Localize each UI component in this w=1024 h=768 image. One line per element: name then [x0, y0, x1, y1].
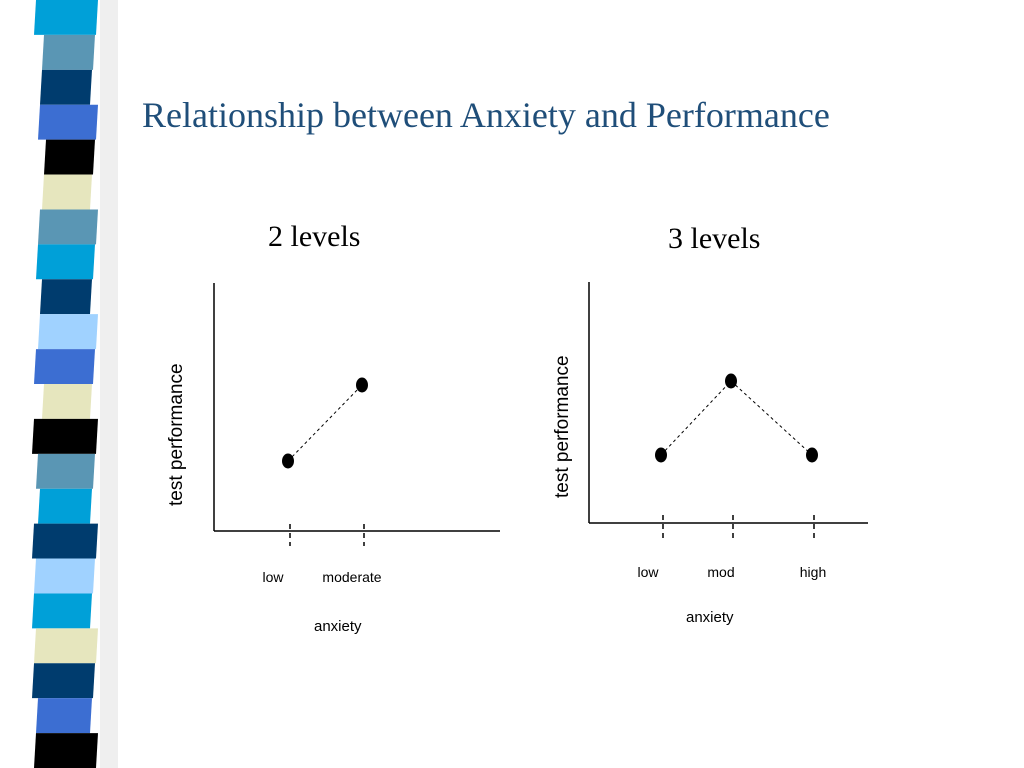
- stripe-segment: [32, 523, 98, 559]
- stripe-segment: [40, 69, 92, 105]
- stripe-segment: [32, 418, 98, 454]
- data-point: [725, 373, 737, 389]
- series-segment: [660, 380, 732, 456]
- x-axis-label: anxiety: [686, 609, 734, 626]
- decorative-stripe-bar: [32, 0, 118, 768]
- x-tick-label: high: [799, 564, 827, 580]
- stripe-segment: [42, 34, 95, 70]
- stripe-shadow: [100, 0, 118, 768]
- chart-title: 2 levels: [268, 220, 361, 253]
- x-tick-label: moderate: [322, 569, 382, 585]
- x-axis-label: anxiety: [314, 618, 362, 635]
- stripe-segment: [38, 209, 98, 245]
- stripe-segment: [38, 488, 92, 524]
- stripe-segment: [38, 314, 98, 350]
- data-point: [356, 377, 368, 393]
- stripe-segment: [36, 453, 95, 489]
- data-point: [806, 447, 818, 463]
- stripe-segment: [42, 174, 92, 210]
- stripe-segment: [32, 663, 95, 699]
- stripe-segment: [42, 384, 92, 419]
- y-axis-label: test performance: [166, 363, 187, 506]
- stripe-segment: [36, 244, 95, 280]
- y-axis-label: test performance: [552, 355, 573, 498]
- data-point: [282, 453, 294, 469]
- stripe-segment: [40, 279, 92, 315]
- stripe-segment: [34, 733, 98, 768]
- x-tick-label: low: [262, 569, 284, 585]
- series-segment: [730, 380, 813, 456]
- stripe-segment: [34, 558, 95, 594]
- stripe-segment: [32, 593, 92, 629]
- series-segment: [287, 384, 363, 462]
- stripe-segment: [36, 698, 92, 734]
- stripe-segment: [34, 628, 98, 664]
- data-point: [655, 447, 667, 463]
- stripe-segment: [44, 139, 95, 175]
- x-tick-label: mod: [707, 564, 735, 580]
- stripe-segment: [34, 0, 98, 35]
- chart-title: 3 levels: [668, 222, 761, 255]
- stripe-segment: [34, 349, 95, 384]
- slide-title: Relationship between Anxiety and Perform…: [142, 95, 830, 135]
- stripe-segment: [38, 104, 98, 140]
- x-tick-label: low: [637, 564, 659, 580]
